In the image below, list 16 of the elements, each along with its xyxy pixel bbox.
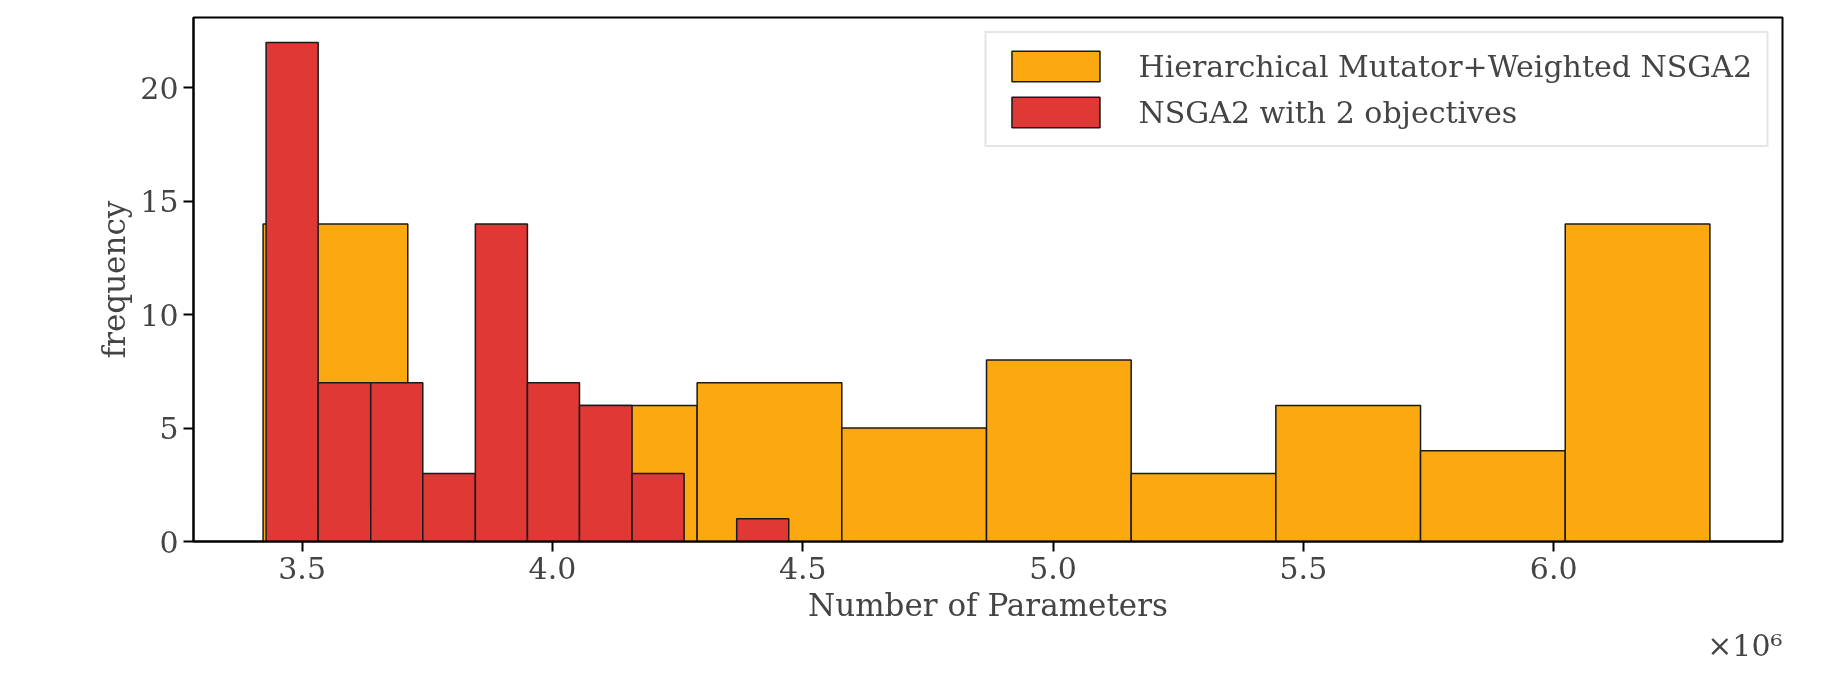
y-tick-label: 0 [159,524,179,560]
x-tick-label: 6.0 [1529,550,1578,586]
y-tick-label: 20 [140,70,179,106]
y-axis-title: frequency [96,200,133,359]
x-tick-label: 3.5 [278,550,326,586]
text: ×10⁶ [1707,627,1783,663]
y-tick-label: 15 [140,184,179,220]
y-tick-label: 5 [159,411,179,447]
x-tick-label: 4.5 [778,550,827,586]
y-tick-label: 10 [140,297,179,333]
x-tick-label: 4.0 [528,550,577,586]
x-tick-label: 5.5 [1279,550,1328,586]
x-axis-title: Number of Parameters [808,586,1168,623]
x-tick-label: 5.0 [1029,550,1077,586]
legend-label: NSGA2 with 2 objectives [1138,94,1518,130]
legend-label: Hierarchical Mutator+Weighted NSGA2 [1138,48,1752,84]
